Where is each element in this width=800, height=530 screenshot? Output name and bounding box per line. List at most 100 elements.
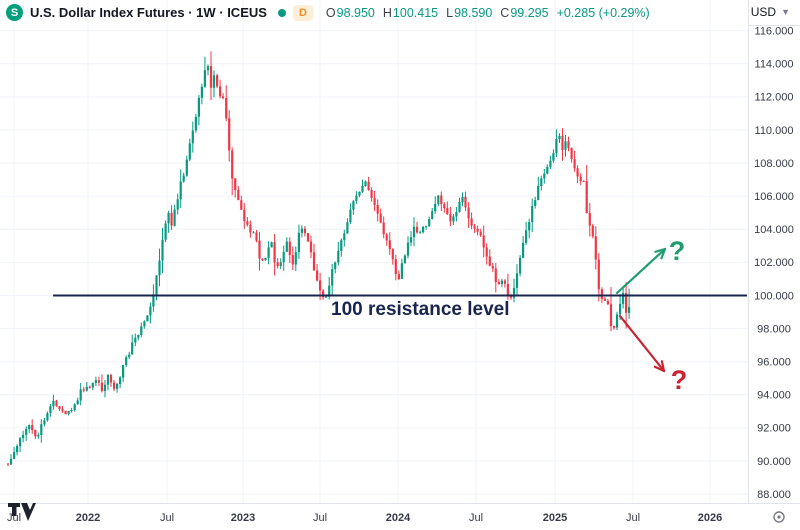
- symbol-title[interactable]: U.S. Dollar Index Futures · 1W · ICEUS: [30, 5, 267, 20]
- resistance-level-label[interactable]: 100 resistance level: [331, 299, 510, 320]
- candle-body: [322, 290, 325, 298]
- candle-body: [85, 386, 88, 391]
- candle-body: [494, 268, 497, 283]
- candle-body: [294, 252, 297, 265]
- candle-body: [64, 410, 67, 415]
- candle-body: [164, 223, 167, 240]
- candle-body: [119, 377, 122, 384]
- candle-body: [597, 259, 600, 290]
- candle-body: [282, 251, 285, 263]
- settings-gear-icon[interactable]: [772, 510, 786, 524]
- candle-body: [31, 425, 34, 430]
- up-arrow-head: [654, 247, 667, 253]
- up-arrow[interactable]: [615, 247, 667, 295]
- price-axis-label: 114.000: [755, 59, 794, 71]
- currency-selector[interactable]: USD ▼: [751, 5, 790, 19]
- candle-body: [155, 275, 158, 295]
- candle-body: [113, 382, 116, 389]
- candle-body: [555, 139, 558, 154]
- candle-body: [128, 354, 131, 358]
- price-scale[interactable]: 88.000 90.000 92.000 94.000 96.000 98.000 100.…: [754, 26, 794, 501]
- open-value: 98.950: [336, 5, 375, 20]
- candle-body: [558, 135, 561, 140]
- candle-body: [137, 335, 140, 338]
- down-question-mark[interactable]: ?: [671, 365, 688, 395]
- candle-body: [625, 293, 628, 313]
- candle-body: [225, 98, 228, 119]
- candle-body: [473, 225, 476, 229]
- down-arrow[interactable]: [618, 314, 666, 373]
- candle-body: [182, 175, 185, 182]
- time-axis-label: Jul: [626, 512, 640, 524]
- candle-body: [40, 424, 43, 435]
- candle-body: [391, 249, 394, 260]
- candle-body: [312, 252, 316, 271]
- candle-body: [19, 438, 22, 446]
- candle-body: [546, 166, 549, 174]
- chevron-down-icon: ▼: [781, 7, 790, 17]
- up-question-mark[interactable]: ?: [669, 236, 686, 266]
- time-axis-label: Jul: [469, 512, 483, 524]
- tradingview-logo[interactable]: [8, 502, 36, 522]
- candle-body: [252, 232, 255, 234]
- price-axis-label: 98.000: [757, 323, 791, 335]
- candle-body: [176, 199, 179, 210]
- candle-body: [209, 66, 213, 88]
- candle-body: [388, 240, 391, 250]
- candle-body: [358, 191, 361, 196]
- candle-body: [591, 225, 594, 237]
- candle-body: [309, 241, 313, 253]
- candle-body: [28, 425, 31, 429]
- candle-body: [506, 283, 509, 297]
- candle-body: [600, 289, 603, 299]
- symbol-logo[interactable]: S: [6, 4, 23, 21]
- candle-body: [337, 250, 340, 263]
- candle-body: [331, 269, 334, 286]
- candle-body: [437, 195, 440, 204]
- candle-body: [316, 270, 319, 281]
- candle-body: [443, 204, 446, 209]
- candle-body: [246, 221, 249, 225]
- candle-body: [352, 201, 355, 210]
- currency-label: USD: [750, 5, 777, 19]
- delayed-data-badge[interactable]: D: [292, 4, 313, 21]
- candle-body: [103, 384, 107, 391]
- time-scale[interactable]: Jul 2022 Jul 2023 Jul 2024 Jul 2025 Jul 2026: [7, 512, 722, 524]
- candle-body: [34, 429, 37, 437]
- candle-body: [379, 213, 382, 223]
- candle-body: [464, 196, 467, 208]
- candle-body: [73, 404, 76, 410]
- candle-body: [340, 240, 343, 251]
- candle-body: [509, 296, 513, 298]
- candle-body: [143, 321, 146, 327]
- candle-body: [237, 190, 240, 201]
- candle-body: [49, 406, 52, 414]
- candle-body: [325, 296, 328, 298]
- candle-body: [173, 209, 176, 226]
- candle-body: [376, 205, 379, 214]
- candle-body: [194, 116, 197, 131]
- candle-body: [122, 365, 125, 378]
- candle-body: [79, 389, 82, 401]
- candle-body: [188, 143, 191, 160]
- candle-body: [482, 235, 485, 248]
- candle-body: [140, 326, 143, 335]
- candle-body: [285, 241, 288, 252]
- candle-body: [497, 282, 500, 284]
- candle-body: [161, 239, 164, 261]
- candle-body: [512, 287, 516, 298]
- candle-body: [16, 446, 19, 453]
- price-axis-label: 110.000: [755, 125, 794, 137]
- candle-body: [394, 259, 397, 275]
- candle-body: [240, 200, 243, 210]
- time-axis-label: 2026: [698, 512, 722, 524]
- candle-body: [431, 211, 434, 220]
- market-status-icon[interactable]: [277, 8, 286, 17]
- gridlines: [0, 0, 748, 503]
- candle-body: [231, 150, 234, 179]
- symbol-legend: S U.S. Dollar Index Futures · 1W · ICEUS…: [6, 4, 650, 21]
- high-label: H: [382, 5, 392, 20]
- time-axis-label: 2022: [76, 512, 100, 524]
